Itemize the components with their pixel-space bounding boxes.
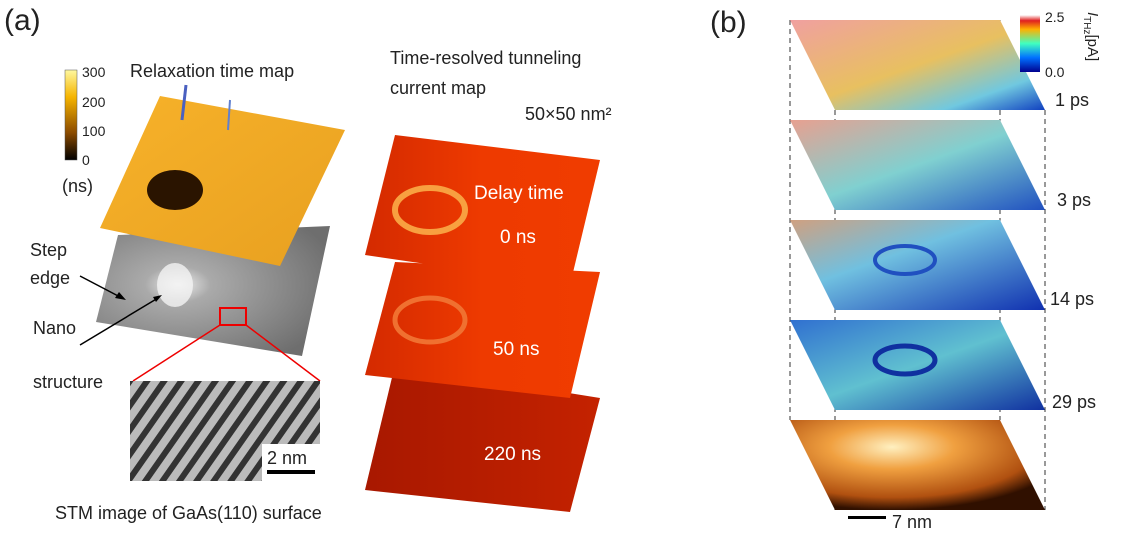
- scale-bar: [848, 516, 886, 519]
- figure: (a) 300 200 100 0 (ns) Relaxation time m…: [0, 0, 1123, 535]
- nano-label: structure: [33, 372, 103, 392]
- topography: [790, 420, 1045, 510]
- frame-label: 1 ps: [1055, 90, 1089, 110]
- colorbar-min: 0.0: [1045, 64, 1065, 80]
- colorbar-unit: (ns): [62, 176, 93, 196]
- scale-bar: [267, 470, 315, 474]
- tr-title: Time-resolved tunneling: [390, 48, 581, 68]
- colorbar-tick: 0: [82, 152, 90, 168]
- thz-map: [790, 320, 1045, 410]
- frame-label: 3 ps: [1057, 190, 1091, 210]
- colorbar: [65, 70, 77, 160]
- colorbar-tick: 200: [82, 94, 106, 110]
- scale-label: 7 nm: [892, 512, 932, 532]
- delay-label: 50 ns: [493, 339, 539, 360]
- stm-caption: STM image of GaAs(110) surface: [55, 503, 322, 523]
- unit: [pA]: [1084, 35, 1101, 62]
- panel-label: (b): [710, 6, 747, 39]
- nano-label: Nano: [33, 318, 76, 338]
- frame-label: 14 ps: [1050, 289, 1094, 309]
- frame-label: 29 ps: [1052, 392, 1096, 412]
- tr-title: current map: [390, 78, 486, 98]
- thz-map: [790, 120, 1045, 210]
- area-label: 50×50 nm²: [525, 104, 612, 124]
- panel-label: (a): [4, 4, 41, 37]
- subscript: THz: [1081, 16, 1092, 34]
- delay-label: 0 ns: [500, 227, 536, 248]
- thz-map: [790, 20, 1045, 110]
- relaxation-title: Relaxation time map: [130, 61, 294, 81]
- step-label: edge: [30, 268, 70, 288]
- scale-label: 2 nm: [267, 448, 307, 468]
- thz-map: [790, 220, 1045, 310]
- colorbar-tick: 300: [82, 64, 106, 80]
- colorbar-tick: 100: [82, 123, 106, 139]
- delay-title: Delay time: [474, 183, 564, 204]
- colorbar: [1020, 15, 1040, 72]
- dark-spot: [147, 170, 203, 210]
- delay-label: 220 ns: [484, 444, 541, 465]
- colorbar-max: 2.5: [1045, 9, 1065, 25]
- nano-bump: [157, 263, 193, 307]
- colorbar-title: ITHz[pA]: [1081, 12, 1101, 61]
- step-label: Step: [30, 240, 67, 260]
